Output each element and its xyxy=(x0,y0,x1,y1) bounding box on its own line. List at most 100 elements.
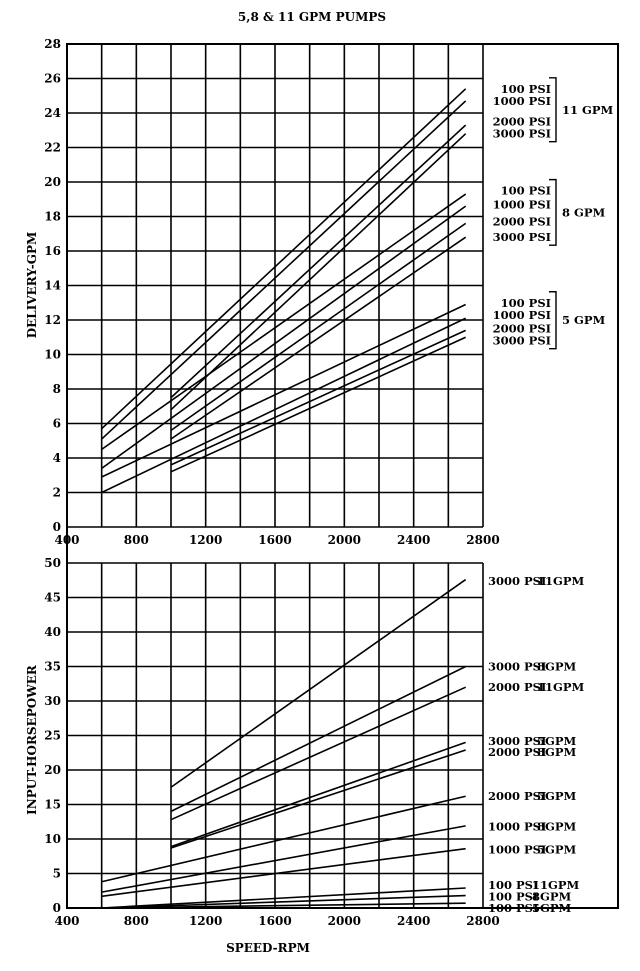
horsepower-legend-psi-label: 2000 PSI xyxy=(488,789,546,803)
delivery-y-tick-label: 22 xyxy=(44,141,61,155)
delivery-x-tick-label: 1200 xyxy=(189,533,222,547)
horsepower-x-tick-label: 1200 xyxy=(189,914,222,928)
delivery-y-tick-label: 18 xyxy=(44,210,61,224)
delivery-legend-psi-label: 100 PSI xyxy=(501,296,551,310)
delivery-series-line xyxy=(101,88,467,430)
horsepower-legend-gpm-label: 8GPM xyxy=(537,660,576,674)
delivery-series-line xyxy=(101,317,467,494)
delivery-y-tick-label: 28 xyxy=(44,37,61,51)
delivery-x-tick-label: 2400 xyxy=(397,533,430,547)
horsepower-legend-psi-label: 1000 PSI xyxy=(488,820,546,834)
delivery-legend-group-label: 5 GPM xyxy=(562,313,605,327)
delivery-x-tick-label: 2800 xyxy=(466,533,499,547)
horsepower-legend-psi-label: 100 PSI xyxy=(488,889,538,903)
horsepower-legend-psi-label: 2000 PSI xyxy=(488,745,546,759)
horsepower-legend-gpm-label: 5GPM xyxy=(537,789,576,803)
legend-bracket xyxy=(549,291,557,350)
y-axis-label-horsepower: INPUT-HORSEPOWER xyxy=(25,664,39,815)
delivery-y-tick-label: 14 xyxy=(44,279,61,293)
horsepower-legend-psi-label: 100 PSI xyxy=(488,878,538,892)
horsepower-x-tick-label: 400 xyxy=(54,914,79,928)
x-axis-label-speed: SPEED-RPM xyxy=(226,941,310,955)
delivery-legend-psi-label: 3000 PSI xyxy=(493,334,551,348)
delivery-legend-psi-label: 1000 PSI xyxy=(493,94,551,108)
horsepower-y-tick-label: 40 xyxy=(44,625,61,639)
delivery-y-tick-label: 26 xyxy=(44,72,61,86)
delivery-y-tick-label: 24 xyxy=(44,106,61,120)
horsepower-x-tick-label: 2000 xyxy=(328,914,361,928)
horsepower-series-line xyxy=(170,749,466,849)
delivery-y-tick-label: 2 xyxy=(53,486,61,500)
delivery-series-line xyxy=(101,303,467,478)
horsepower-y-tick-label: 5 xyxy=(53,867,61,881)
horsepower-series-line xyxy=(170,665,467,813)
horsepower-y-tick-label: 45 xyxy=(44,591,61,605)
delivery-legend-psi-label: 1000 PSI xyxy=(493,197,551,211)
delivery-y-tick-label: 0 xyxy=(53,520,61,534)
horsepower-x-tick-label: 800 xyxy=(124,914,149,928)
horsepower-legend-gpm-label: 5GPM xyxy=(537,842,576,856)
delivery-y-tick-label: 20 xyxy=(44,175,61,189)
horsepower-series-line xyxy=(101,795,466,883)
horsepower-series-line xyxy=(101,847,466,898)
horsepower-series-line xyxy=(170,578,467,788)
horsepower-x-tick-label: 2800 xyxy=(466,914,499,928)
delivery-legend-psi-label: 2000 PSI xyxy=(493,115,551,129)
y-axis-label-delivery: DELIVERY-GPM xyxy=(25,232,39,339)
horsepower-series-line xyxy=(170,741,466,848)
horsepower-legend-gpm-label: 8GPM xyxy=(537,820,576,834)
horsepower-legend-psi-label: 3000 PSI xyxy=(488,660,546,674)
delivery-series-line xyxy=(101,193,467,451)
delivery-series-line xyxy=(170,236,467,440)
delivery-y-tick-label: 12 xyxy=(44,313,61,327)
legend-bracket xyxy=(549,77,557,143)
delivery-y-tick-label: 16 xyxy=(44,244,61,258)
horsepower-y-tick-label: 25 xyxy=(44,729,61,743)
horsepower-series-line xyxy=(101,894,466,909)
delivery-series-line xyxy=(170,124,467,399)
horsepower-legend-gpm-label: 8GPM xyxy=(537,745,576,759)
delivery-legend-group-label: 11 GPM xyxy=(562,103,613,117)
delivery-y-tick-label: 4 xyxy=(53,451,61,465)
delivery-series-line xyxy=(101,100,467,440)
horsepower-x-tick-label: 1600 xyxy=(258,914,291,928)
horsepower-y-tick-label: 35 xyxy=(44,660,61,674)
horsepower-series-line xyxy=(101,887,466,909)
delivery-series-line xyxy=(170,222,467,432)
horsepower-legend-gpm-label: 11GPM xyxy=(537,574,584,588)
delivery-x-tick-label: 2000 xyxy=(328,533,361,547)
delivery-legend-psi-label: 100 PSI xyxy=(501,82,551,96)
horsepower-y-tick-label: 0 xyxy=(53,901,61,915)
delivery-legend-psi-label: 2000 PSI xyxy=(493,215,551,229)
horsepower-legend-psi-label: 1000 PSI xyxy=(488,842,546,856)
horsepower-y-tick-label: 10 xyxy=(44,832,61,846)
legend-bracket xyxy=(549,178,557,246)
delivery-x-tick-label: 800 xyxy=(124,533,149,547)
horsepower-y-tick-label: 50 xyxy=(44,556,61,570)
horsepower-plot: 0 5 10 15 20 25 30 35 40 45 50 400 800 1200 1600 2000 24… xyxy=(44,556,584,928)
delivery-series-line xyxy=(101,205,467,469)
horsepower-series-line xyxy=(101,825,466,893)
horsepower-legend-gpm-label: 5GPM xyxy=(537,734,576,748)
delivery-y-tick-label: 8 xyxy=(53,382,61,396)
delivery-series-line xyxy=(170,133,467,411)
horsepower-legend-gpm-label: 11GPM xyxy=(532,878,579,892)
delivery-y-tick-label: 6 xyxy=(53,417,61,431)
horsepower-legend-psi-label: 3000 PSI xyxy=(488,574,546,588)
horsepower-y-tick-label: 20 xyxy=(44,763,61,777)
horsepower-series-line xyxy=(170,686,466,821)
delivery-legend-psi-label: 3000 PSI xyxy=(493,127,551,141)
delivery-legend-psi-label: 1000 PSI xyxy=(493,308,551,322)
delivery-y-tick-label: 10 xyxy=(44,348,61,362)
horsepower-y-tick-label: 15 xyxy=(44,798,61,812)
horsepower-legend-psi-label: 3000 PSI xyxy=(488,734,546,748)
horsepower-legend-gpm-label: 11GPM xyxy=(537,680,584,694)
delivery-legend-psi-label: 2000 PSI xyxy=(493,322,551,336)
outer-frame xyxy=(66,43,619,909)
delivery-x-tick-label: 1600 xyxy=(258,533,291,547)
delivery-legend-psi-label: 100 PSI xyxy=(501,184,551,198)
delivery-series-line xyxy=(170,329,466,466)
delivery-legend-psi-label: 3000 PSI xyxy=(493,230,551,244)
